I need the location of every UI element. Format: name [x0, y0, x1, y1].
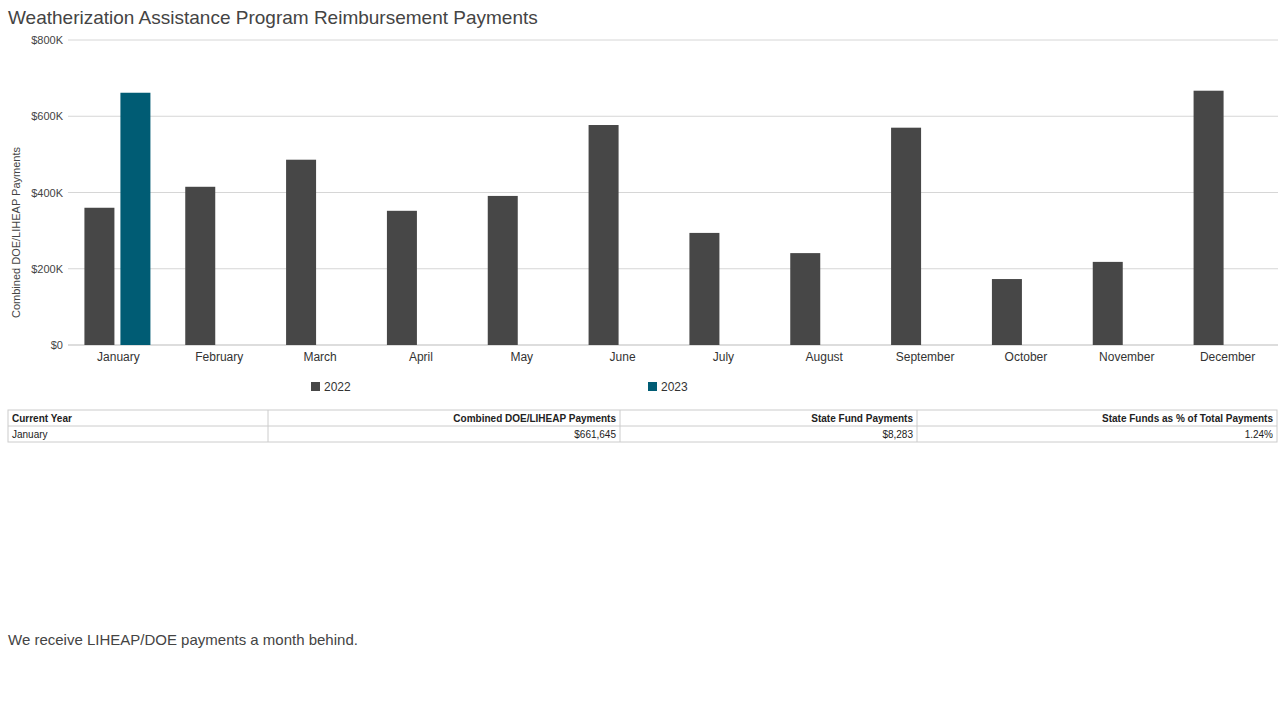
table-cell: 1.24%	[1245, 429, 1273, 440]
x-tick-label: March	[303, 350, 336, 364]
table-cell: January	[12, 429, 48, 440]
bar	[387, 211, 417, 345]
table-header-cell: State Funds as % of Total Payments	[1102, 413, 1273, 424]
x-tick-label: February	[195, 350, 243, 364]
grid-line	[68, 116, 1278, 117]
x-tick-label: April	[409, 350, 433, 364]
table-cell: $8,283	[882, 429, 913, 440]
y-axis-label: Combined DOE/LIHEAP Payments	[10, 147, 22, 318]
table-header-cell: State Fund Payments	[811, 413, 913, 424]
y-tick-label: $600K	[31, 110, 63, 122]
table-header-cell: Current Year	[12, 413, 72, 424]
y-tick-label: $200K	[31, 263, 63, 275]
grid-line	[68, 40, 1278, 41]
bar	[891, 128, 921, 345]
bar	[992, 279, 1022, 345]
y-tick-label: $400K	[31, 187, 63, 199]
y-tick-label: $0	[51, 339, 63, 351]
table-border	[8, 410, 1277, 442]
table-col-line	[620, 410, 621, 442]
legend-swatch	[311, 382, 320, 391]
table-cell: $661,645	[574, 429, 616, 440]
x-tick-label: November	[1099, 350, 1154, 364]
legend-label: 2023	[661, 380, 688, 394]
bar	[185, 187, 215, 345]
table-col-line	[268, 410, 269, 442]
table-row-line	[8, 426, 1277, 427]
x-tick-label: June	[610, 350, 636, 364]
y-axis-line	[68, 40, 69, 345]
x-tick-label: October	[1005, 350, 1048, 364]
x-tick-label: September	[896, 350, 955, 364]
bar	[120, 93, 150, 345]
y-tick-label: $800K	[31, 34, 63, 46]
bar	[1194, 91, 1224, 345]
page: Weatherization Assistance Program Reimbu…	[0, 0, 1285, 701]
table-header-cell: Combined DOE/LIHEAP Payments	[453, 413, 616, 424]
bar	[84, 208, 114, 345]
note: We receive LIHEAP/DOE payments a month b…	[8, 631, 358, 648]
title: Weatherization Assistance Program Reimbu…	[8, 7, 538, 28]
x-tick-label: August	[806, 350, 844, 364]
x-tick-label: January	[97, 350, 140, 364]
bar	[488, 196, 518, 345]
bar	[790, 253, 820, 345]
grid-line	[68, 192, 1278, 193]
x-tick-label: May	[510, 350, 533, 364]
bar	[1093, 262, 1123, 345]
x-tick-label: July	[713, 350, 734, 364]
bar	[589, 125, 619, 345]
table-col-line	[917, 410, 918, 442]
bar	[286, 160, 316, 345]
bar	[689, 233, 719, 345]
bars	[84, 91, 1223, 345]
legend-swatch	[648, 382, 657, 391]
x-tick-label: December	[1200, 350, 1255, 364]
legend-label: 2022	[324, 380, 351, 394]
